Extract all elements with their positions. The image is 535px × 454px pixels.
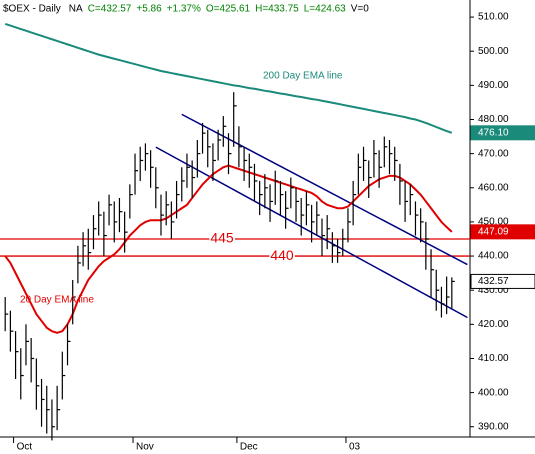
header-item: L=424.63	[304, 4, 346, 15]
level-label-bg	[209, 231, 235, 244]
y-tick-label: 490.00	[478, 80, 509, 91]
level-label-bg	[269, 248, 295, 261]
header-item: C=432.57	[88, 4, 132, 15]
level-label: 445	[210, 230, 234, 246]
last-value-box	[470, 125, 535, 141]
y-tick-label: 470.00	[478, 148, 509, 159]
last-value-box	[470, 273, 535, 289]
y-tick-label: 460.00	[478, 182, 509, 193]
x-tick-label: Nov	[136, 442, 154, 453]
last-value-label: 476.10	[478, 127, 509, 138]
y-tick-label: 450.00	[478, 217, 509, 228]
last-value-label: 447.09	[478, 226, 509, 237]
y-tick-label: 390.00	[478, 421, 509, 432]
header-item: +5.86	[136, 4, 162, 15]
y-tick-label: 410.00	[478, 353, 509, 364]
level-label: 440	[270, 247, 294, 263]
y-tick-label: 440.00	[478, 251, 509, 262]
header-item: H=433.75	[255, 4, 299, 15]
last-value-box	[470, 224, 535, 240]
annotation: 20 Day EMA line	[20, 295, 94, 306]
ema-line	[4, 22, 453, 134]
y-tick-label: 480.00	[478, 114, 509, 125]
annotation: 200 Day EMA line	[263, 71, 343, 82]
y-tick-label: 500.00	[478, 46, 509, 57]
y-tick-label: 420.00	[478, 319, 509, 330]
y-tick-label: 400.00	[478, 387, 509, 398]
x-tick-label: Dec	[240, 442, 258, 453]
last-value-label: 432.57	[478, 276, 509, 287]
header-item: V=0	[351, 4, 370, 15]
y-tick-label: 510.00	[478, 12, 509, 23]
x-tick-label: 03	[349, 442, 361, 453]
header-item: NA	[69, 4, 83, 15]
header-item: $OEX - Daily	[3, 4, 61, 15]
y-tick-label: 430.00	[478, 285, 509, 296]
header-item: O=425.61	[206, 4, 251, 15]
trendline	[181, 113, 468, 266]
header-item: +1.37%	[167, 4, 201, 15]
x-tick-label: Oct	[17, 442, 33, 453]
